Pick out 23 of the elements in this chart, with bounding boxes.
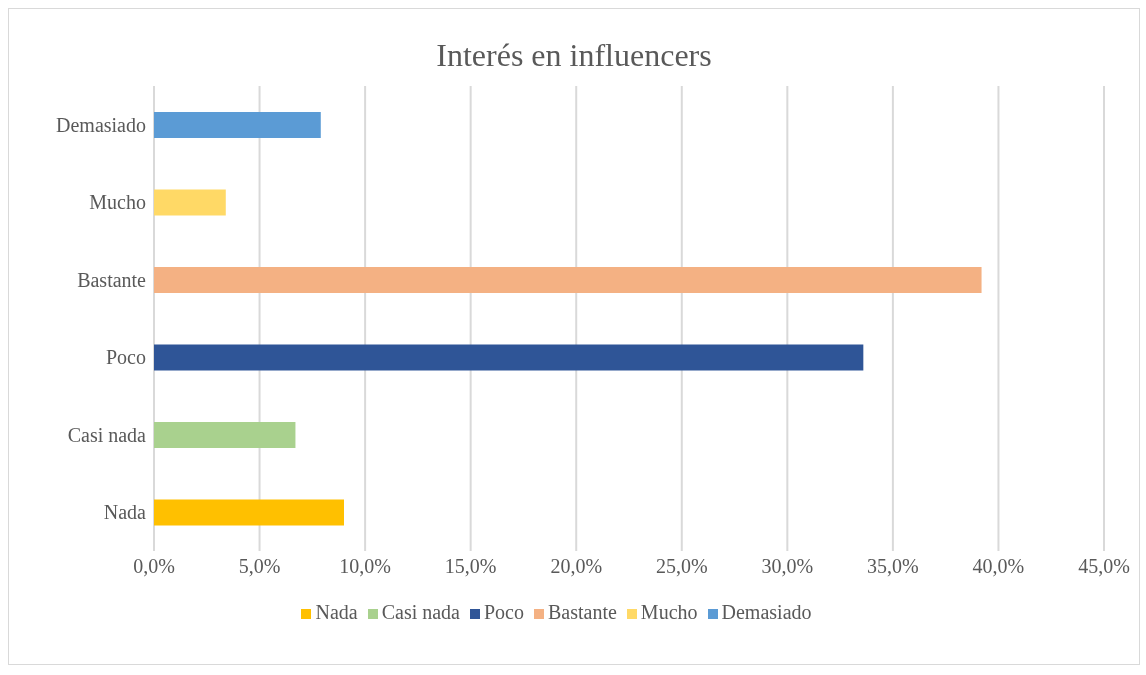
legend-label: Bastante: [547, 601, 617, 623]
legend-label: Demasiado: [721, 601, 812, 623]
x-tick-label: 10,0%: [339, 555, 391, 578]
x-tick-label: 30,0%: [761, 555, 814, 578]
chart-title: Interés en influencers: [435, 37, 713, 74]
legend-label: Casi nada: [381, 601, 460, 623]
y-tick-label: Poco: [106, 346, 146, 369]
x-tick-label: 5,0%: [238, 555, 281, 578]
legend-label: Nada: [315, 601, 358, 623]
x-tick-label: 25,0%: [655, 555, 708, 578]
x-tick-label: 0,0%: [133, 555, 175, 578]
y-tick-label: Casi nada: [67, 423, 147, 446]
y-tick-label: Bastante: [77, 268, 147, 291]
y-tick-label: Nada: [103, 501, 147, 524]
y-tick-label: Mucho: [89, 191, 146, 214]
x-tick-label: 15,0%: [444, 555, 497, 578]
x-tick-label: 40,0%: [972, 555, 1025, 578]
legend-label: Mucho: [640, 601, 698, 623]
x-tick-label: 35,0%: [867, 555, 919, 578]
x-tick-label: 20,0%: [550, 555, 603, 578]
x-tick-label: 45,0%: [1078, 555, 1130, 578]
y-tick-label: Demasiado: [56, 113, 146, 136]
legend-label: Poco: [483, 601, 524, 623]
